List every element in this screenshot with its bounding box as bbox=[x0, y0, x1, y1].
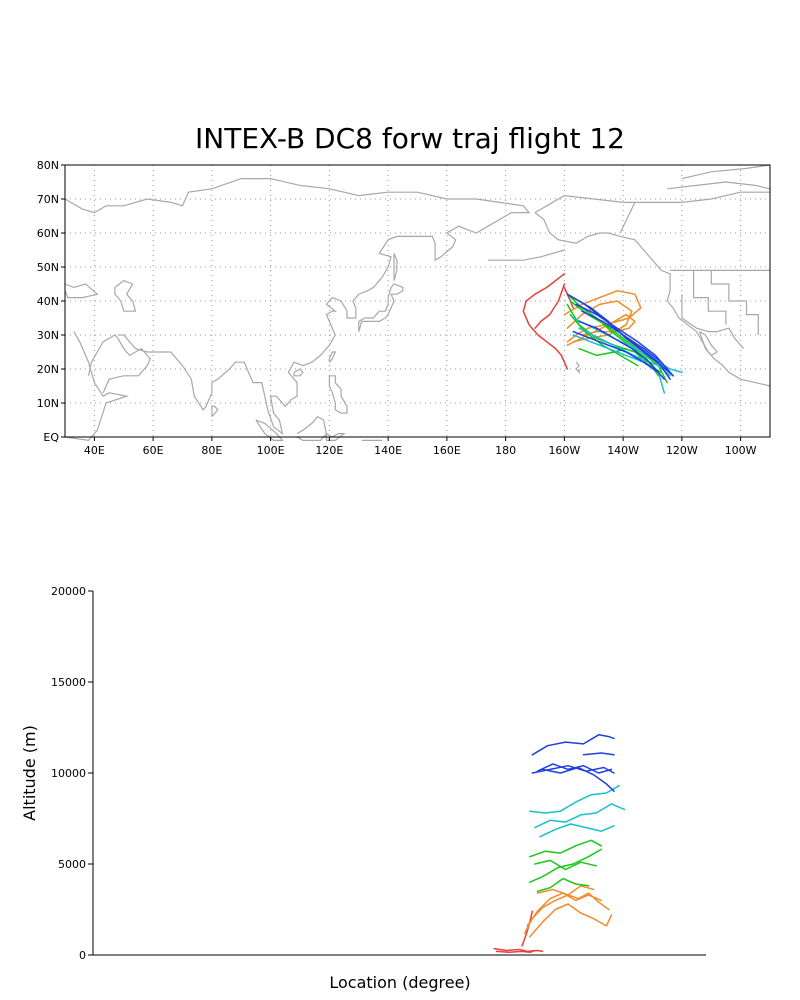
map-trajectory-red bbox=[522, 273, 569, 370]
coastline bbox=[698, 331, 719, 357]
altitude-trajectories bbox=[493, 734, 626, 954]
alt-y-tick-label: 5000 bbox=[58, 858, 86, 871]
border-line bbox=[693, 270, 727, 325]
coastline bbox=[114, 279, 137, 312]
x-tick-label: 160W bbox=[548, 444, 580, 457]
map-trajectories bbox=[522, 273, 683, 394]
x-tick-label: 160E bbox=[433, 444, 461, 457]
coastline bbox=[681, 164, 771, 180]
y-tick-label: 80N bbox=[37, 159, 59, 172]
altitude-trajectory-orange bbox=[526, 892, 603, 927]
coastline bbox=[534, 191, 770, 214]
map-panel: 40E 60E 80E 100E 120E 140E 160E 180 160W 140W 120W… bbox=[37, 159, 771, 457]
altitude-trajectory-blue bbox=[541, 766, 615, 792]
y-tick-label: 20N bbox=[37, 363, 59, 376]
x-tick-label: 120E bbox=[315, 444, 343, 457]
map-trajectory-blue bbox=[575, 303, 671, 374]
x-tick-label: 100W bbox=[725, 444, 757, 457]
altitude-trajectory-cyan bbox=[529, 784, 620, 814]
altitude-trajectory-blue bbox=[582, 752, 615, 756]
y-tick-label: 30N bbox=[37, 329, 59, 342]
border-line bbox=[710, 270, 759, 335]
x-tick-label: 180 bbox=[495, 444, 516, 457]
y-tick-label: 40N bbox=[37, 295, 59, 308]
alt-y-label: Altitude (m) bbox=[20, 725, 39, 821]
coastline bbox=[64, 331, 130, 442]
altitude-trajectory-red bbox=[521, 910, 534, 947]
altitude-trajectory-green bbox=[534, 859, 597, 871]
map-trajectory-blue bbox=[572, 296, 674, 377]
coastline bbox=[64, 283, 99, 299]
coastline bbox=[575, 361, 580, 374]
altitude-trajectory-cyan bbox=[534, 803, 626, 829]
coastline bbox=[328, 351, 337, 363]
altitude-trajectory-cyan bbox=[539, 823, 615, 838]
coastline bbox=[358, 283, 404, 332]
map-trajectory-blue bbox=[572, 330, 660, 374]
x-tick-label: 120W bbox=[666, 444, 698, 457]
altitude-trajectory-green bbox=[529, 839, 603, 858]
border-line bbox=[681, 294, 745, 349]
altitude-panel: 0 5000 10000 15000 20000 Location (degree) A… bbox=[20, 585, 706, 992]
border-line bbox=[619, 202, 636, 234]
map-trajectory-red bbox=[563, 286, 574, 309]
x-tick-label: 60E bbox=[143, 444, 164, 457]
map-trajectory-cyan bbox=[572, 317, 683, 374]
coastline bbox=[293, 368, 304, 377]
map-trajectory-blue bbox=[581, 310, 674, 377]
coastline bbox=[667, 181, 771, 190]
coastline bbox=[87, 334, 151, 394]
map-gridlines bbox=[65, 165, 770, 437]
map-trajectory-red bbox=[534, 283, 566, 329]
altitude-trajectory-red bbox=[493, 947, 544, 953]
coastline bbox=[64, 178, 531, 436]
coastline bbox=[211, 405, 219, 417]
alt-y-tick-label: 10000 bbox=[51, 767, 86, 780]
map-trajectory-blue bbox=[578, 320, 666, 380]
map-trajectory-green bbox=[569, 313, 639, 367]
y-tick-label: EQ bbox=[43, 431, 59, 444]
chart-title: INTEX-B DC8 forw traj flight 12 bbox=[195, 122, 625, 155]
alt-y-ticks: 0 5000 10000 15000 20000 bbox=[51, 585, 93, 962]
x-tick-label: 100E bbox=[257, 444, 285, 457]
x-tick-label: 140E bbox=[374, 444, 402, 457]
altitude-trajectory-red bbox=[495, 949, 536, 954]
altitude-trajectory-orange bbox=[536, 885, 595, 896]
altitude-trajectory-green bbox=[529, 848, 603, 883]
altitude-trajectory-green bbox=[536, 877, 590, 893]
coastline bbox=[488, 249, 565, 261]
coastline bbox=[255, 419, 284, 441]
y-tick-label: 10N bbox=[37, 397, 59, 410]
y-tick-label: 60N bbox=[37, 227, 59, 240]
coastline bbox=[296, 415, 328, 441]
coastline bbox=[328, 375, 348, 414]
y-tick-label: 70N bbox=[37, 193, 59, 206]
altitude-trajectory-orange bbox=[529, 903, 613, 938]
alt-y-tick-label: 0 bbox=[79, 949, 86, 962]
coastlines bbox=[64, 164, 771, 442]
y-tick-label: 50N bbox=[37, 261, 59, 274]
alt-y-tick-label: 15000 bbox=[51, 676, 86, 689]
map-y-ticks: EQ 10N 20N 30N 40N 50N 60N 70N 80N bbox=[37, 159, 65, 444]
altitude-trajectory-blue bbox=[531, 734, 615, 756]
x-tick-label: 80E bbox=[201, 444, 222, 457]
coastline bbox=[393, 253, 398, 281]
x-tick-label: 40E bbox=[84, 444, 105, 457]
coastline bbox=[534, 212, 771, 387]
map-x-ticks: 40E 60E 80E 100E 120E 140E 160E 180 160W 140W 120W… bbox=[84, 437, 757, 457]
alt-y-tick-label: 20000 bbox=[51, 585, 86, 598]
alt-x-label: Location (degree) bbox=[329, 973, 470, 992]
x-tick-label: 140W bbox=[607, 444, 639, 457]
